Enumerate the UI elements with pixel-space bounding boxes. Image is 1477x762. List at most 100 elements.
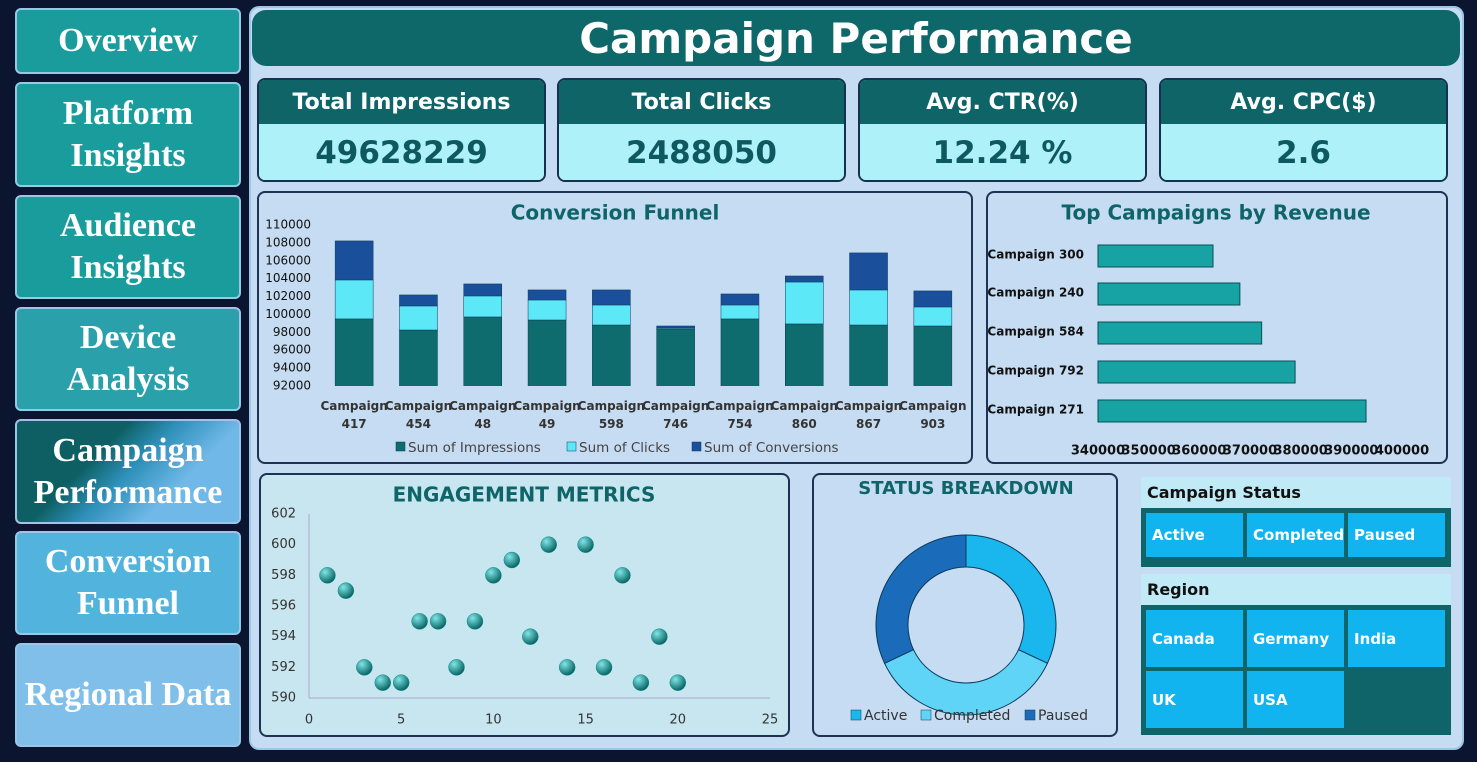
nav-button[interactable]: Overview	[15, 8, 241, 74]
legend-label: Paused	[1038, 708, 1088, 724]
x-tick-label: 350000	[1122, 444, 1176, 459]
nav-button[interactable]: Campaign Performance	[15, 419, 241, 524]
slice	[875, 534, 967, 664]
y-tick-label: 108000	[265, 235, 311, 249]
legend-label: Sum of Conversions	[704, 440, 839, 456]
label-line: Campaign	[449, 399, 516, 413]
x-tick-label: 400000	[1375, 444, 1429, 459]
bar-segment	[399, 329, 438, 386]
point	[392, 674, 410, 691]
label-line: Campaign	[835, 399, 902, 413]
y-tick-label: 598	[271, 568, 296, 583]
slicer-item[interactable]: Completed	[1247, 513, 1344, 557]
slicer-item[interactable]: UK	[1146, 671, 1243, 728]
slicer-item[interactable]: USA	[1247, 671, 1344, 728]
nav-button[interactable]: Conversion Funnel	[15, 531, 241, 635]
label-line: Campaign	[320, 399, 387, 413]
page-title: Campaign Performance	[252, 10, 1460, 66]
x-tick-label: Campaign 417	[320, 399, 387, 431]
label-line: Campaign	[578, 399, 645, 413]
slicer-title: Campaign Status	[1141, 477, 1451, 508]
kpi-value: 12.24 %	[860, 126, 1145, 180]
nav-button[interactable]: Device Analysis	[15, 307, 241, 411]
legend-label: Active	[864, 708, 907, 724]
nav-button[interactable]: Regional Data	[15, 643, 241, 747]
y-tick-label: 96000	[273, 343, 311, 357]
bar-segment	[913, 290, 953, 308]
y-tick-label: Campaign 271	[987, 403, 1084, 417]
y-tick-label: 98000	[273, 325, 311, 339]
slicer-item[interactable]: India	[1348, 610, 1445, 667]
slicer-item[interactable]: Paused	[1348, 513, 1445, 557]
slicer-item[interactable]: Germany	[1247, 610, 1344, 667]
x-tick-label: 390000	[1324, 444, 1378, 459]
chart-title: ENGAGEMENT METRICS	[393, 483, 656, 507]
bar-segment	[720, 304, 760, 320]
label-line: Campaign	[771, 399, 838, 413]
bar-segment	[913, 306, 953, 327]
label-line: 860	[792, 417, 817, 431]
legend-swatch	[850, 709, 862, 721]
y-tick-label: 106000	[265, 253, 311, 267]
point	[651, 628, 668, 645]
y-tick-label: 602	[271, 507, 296, 522]
point	[503, 551, 521, 569]
x-tick-label: Campaign 860	[771, 399, 838, 431]
x-tick-label: Campaign 746	[642, 399, 709, 431]
bar-segment	[849, 252, 888, 291]
x-tick-label: 10	[485, 713, 502, 728]
label-line: 598	[599, 417, 624, 431]
slice	[965, 534, 1057, 664]
x-tick-label: 20	[670, 713, 687, 728]
slicer-item[interactable]: Canada	[1146, 610, 1243, 667]
slice	[883, 649, 1049, 716]
nav-button[interactable]: Platform Insights	[15, 82, 241, 187]
engagement-panel	[259, 473, 790, 737]
slicer-item[interactable]: Active	[1146, 513, 1243, 557]
point	[485, 567, 502, 584]
point	[558, 659, 576, 676]
nav-button[interactable]: Audience Insights	[15, 195, 241, 299]
label-line: 49	[539, 417, 556, 431]
bar-segment	[849, 289, 888, 326]
bar-segment	[849, 324, 888, 386]
point	[337, 582, 355, 599]
y-tick-label: 100000	[265, 307, 311, 321]
bar	[1097, 282, 1241, 306]
label-line: Campaign	[642, 399, 709, 413]
bar-segment	[592, 324, 631, 386]
y-tick-label: 102000	[265, 289, 311, 303]
y-tick-label: 92000	[273, 379, 311, 393]
label-line: Campaign	[513, 399, 580, 413]
label-line: Campaign	[899, 399, 966, 413]
point	[632, 674, 650, 691]
legend-label: Sum of Clicks	[579, 440, 670, 456]
slicer: Campaign Status Active Completed Paused	[1141, 477, 1451, 567]
y-tick-label: Campaign 300	[987, 248, 1084, 262]
x-tick-label: 0	[305, 713, 313, 728]
point	[411, 613, 428, 630]
x-tick-label: 5	[397, 713, 405, 728]
kpi-value: 49628229	[259, 126, 544, 180]
label-line: 454	[406, 417, 431, 431]
label-line: 417	[342, 417, 367, 431]
slicer: Region Canada Germany India UK USA	[1141, 574, 1451, 735]
label-line: 903	[920, 417, 945, 431]
bar-segment	[463, 283, 502, 297]
y-tick-label: 594	[271, 629, 296, 644]
x-tick-label: 380000	[1274, 444, 1328, 459]
label-line: 754	[727, 417, 752, 431]
point	[669, 674, 687, 691]
kpi-value: 2488050	[559, 126, 844, 180]
legend-swatch	[566, 441, 577, 452]
bar-segment	[334, 240, 374, 281]
bar	[1097, 321, 1263, 345]
bar	[1097, 360, 1296, 384]
point	[356, 659, 373, 676]
kpi-label: Avg. CTR(%)	[860, 80, 1145, 124]
bar-segment	[785, 275, 824, 283]
bar-segment	[527, 289, 567, 301]
bar-segment	[463, 295, 502, 318]
legend-swatch	[691, 441, 702, 452]
